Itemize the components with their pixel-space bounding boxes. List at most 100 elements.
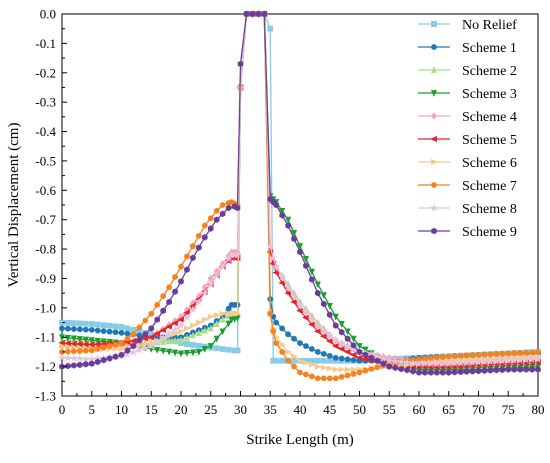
data-point-scheme-6 <box>332 366 340 373</box>
data-point-scheme-9 <box>505 366 512 373</box>
data-point-scheme-8 <box>390 356 400 365</box>
data-point-scheme-7 <box>285 357 291 364</box>
data-point-scheme-8 <box>509 355 519 365</box>
y-tick-label: -0.4 <box>35 124 56 139</box>
data-point-scheme-1 <box>71 326 77 332</box>
y-tick-label: -0.6 <box>35 183 56 198</box>
data-point-scheme-5 <box>129 337 137 344</box>
data-point-scheme-3 <box>64 334 72 342</box>
data-point-scheme-7 <box>88 347 95 354</box>
data-point-scheme-7 <box>213 207 220 214</box>
data-point-scheme-9 <box>273 201 280 209</box>
x-tick-label: 30 <box>234 402 247 417</box>
data-point-scheme-6 <box>279 341 286 348</box>
data-point-scheme-5 <box>325 338 333 345</box>
data-point-scheme-5 <box>177 316 184 323</box>
data-point-scheme-9 <box>106 355 113 362</box>
data-point-scheme-6 <box>303 359 310 366</box>
data-point-scheme-8 <box>271 262 281 271</box>
legend-label: Scheme 3 <box>462 87 517 102</box>
legend-swatch-marker <box>430 135 437 143</box>
data-point-scheme-7 <box>189 243 196 250</box>
data-point-scheme-9 <box>249 10 256 18</box>
data-point-scheme-3 <box>234 315 241 322</box>
data-point-scheme-7 <box>82 347 89 354</box>
data-point-scheme-9 <box>118 351 125 359</box>
data-point-scheme-7 <box>439 354 446 360</box>
data-point-scheme-8 <box>81 354 91 363</box>
data-point-scheme-5 <box>76 340 83 348</box>
data-point-scheme-6 <box>118 345 126 353</box>
data-point-scheme-9 <box>172 288 178 295</box>
legend-label: Scheme 7 <box>462 179 517 194</box>
data-point-no-relief <box>88 321 95 327</box>
data-point-scheme-7 <box>112 341 119 348</box>
legend-item-scheme-4: Scheme 4 <box>418 110 517 125</box>
data-point-scheme-1 <box>273 319 280 326</box>
legend: No Relief Scheme 1 Scheme 2 Scheme 3 Scheme … <box>418 18 517 240</box>
data-point-scheme-8 <box>468 357 477 367</box>
data-point-scheme-2 <box>207 324 214 332</box>
legend-swatch-marker <box>431 44 437 50</box>
data-point-scheme-9 <box>154 316 161 323</box>
data-point-scheme-8 <box>474 357 483 366</box>
data-point-scheme-7 <box>308 373 315 380</box>
data-point-scheme-9 <box>439 369 446 376</box>
x-tick-label: 60 <box>413 402 426 417</box>
data-point-scheme-5 <box>93 341 101 348</box>
data-point-scheme-9 <box>362 351 369 359</box>
data-point-scheme-9 <box>499 366 506 374</box>
data-point-scheme-3 <box>338 321 345 328</box>
data-point-scheme-7 <box>166 284 172 291</box>
data-point-scheme-9 <box>445 369 452 376</box>
data-point-scheme-7 <box>172 274 178 280</box>
data-point-scheme-7 <box>136 324 143 331</box>
data-point-no-relief <box>71 320 77 327</box>
data-point-scheme-2 <box>195 329 202 337</box>
data-point-scheme-7 <box>451 353 458 359</box>
data-point-no-relief <box>82 320 89 327</box>
data-point-scheme-5 <box>81 341 89 348</box>
data-point-scheme-8 <box>233 250 242 259</box>
data-point-scheme-9 <box>356 348 363 356</box>
data-point-scheme-6 <box>65 343 72 350</box>
data-point-scheme-8 <box>402 357 412 367</box>
data-point-scheme-7 <box>178 263 184 270</box>
data-point-scheme-6 <box>201 316 209 323</box>
data-point-scheme-3 <box>219 328 226 336</box>
data-point-scheme-8 <box>313 320 323 330</box>
y-tick-label: -0.2 <box>35 65 56 80</box>
data-point-scheme-9 <box>392 364 399 372</box>
data-point-scheme-9 <box>94 358 101 366</box>
data-point-scheme-8 <box>283 282 293 291</box>
data-point-scheme-9 <box>404 366 410 374</box>
data-point-scheme-7 <box>445 353 452 360</box>
data-point-scheme-9 <box>65 362 71 370</box>
data-point-scheme-5 <box>87 341 95 348</box>
data-point-scheme-9 <box>309 276 315 283</box>
data-point-no-relief <box>320 357 327 364</box>
data-point-scheme-6 <box>350 366 358 373</box>
data-point-scheme-8 <box>492 356 501 365</box>
data-point-scheme-8 <box>521 355 531 364</box>
data-point-no-relief <box>100 322 107 329</box>
data-point-scheme-2 <box>219 315 226 323</box>
data-point-scheme-9 <box>112 353 119 360</box>
data-point-scheme-8 <box>129 347 138 356</box>
y-tick-label: -0.9 <box>35 271 56 286</box>
legend-label: Scheme 9 <box>462 225 517 240</box>
data-point-scheme-7 <box>517 349 524 356</box>
data-point-scheme-9 <box>285 222 291 229</box>
data-point-scheme-9 <box>130 342 137 350</box>
data-point-scheme-9 <box>428 369 434 376</box>
data-point-scheme-8 <box>170 325 180 334</box>
data-point-scheme-2 <box>171 336 179 344</box>
data-point-scheme-8 <box>75 354 85 363</box>
y-axis-ticks: 0.0 -0.1 -0.2 -0.3 -0.4 -0.5 -0.6 -0.7 -0.8 -0.9 -… <box>35 7 67 404</box>
data-point-scheme-9 <box>196 244 202 251</box>
data-point-no-relief <box>225 346 232 353</box>
data-point-scheme-7 <box>469 352 476 359</box>
data-point-no-relief <box>184 341 190 347</box>
data-point-scheme-7 <box>195 232 202 239</box>
data-point-scheme-3 <box>296 243 304 250</box>
